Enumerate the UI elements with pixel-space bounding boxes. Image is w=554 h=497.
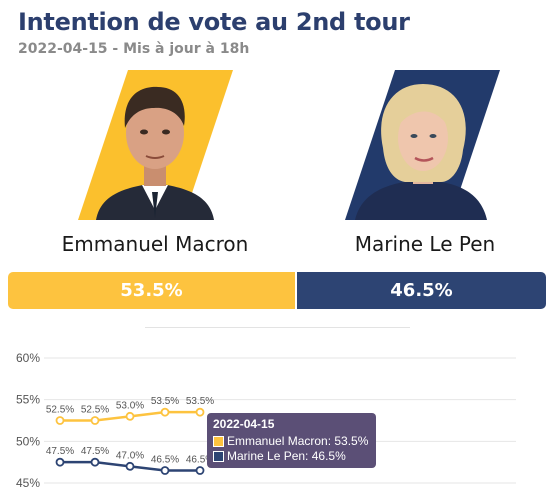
- macron-swatch: [213, 436, 224, 447]
- data-point: [195, 466, 205, 475]
- tooltip-row-macron: Emmanuel Macron: 53.5%: [213, 434, 370, 449]
- data-point: [125, 461, 135, 471]
- tooltip-date: 2022-04-15: [213, 417, 275, 431]
- tooltip-row-lepen: Marine Le Pen: 46.5%: [213, 449, 370, 464]
- update-subtitle: 2022-04-15 - Mis à jour à 18h: [18, 41, 250, 57]
- lepen-swatch: [213, 451, 224, 462]
- data-point: [195, 407, 205, 417]
- y-tick-label: 45%: [16, 476, 40, 490]
- data-point: [55, 457, 65, 467]
- data-point: [55, 416, 65, 425]
- tooltip-macron-text: Emmanuel Macron: 53.5%: [227, 434, 369, 448]
- data-point: [90, 457, 100, 467]
- data-label: 47.0%: [116, 450, 144, 461]
- data-label: 53.0%: [116, 400, 144, 411]
- lepen-share-bar: 46.5%: [297, 272, 546, 309]
- chart-tooltip: 2022-04-15 Emmanuel Macron: 53.5% Marine…: [207, 413, 376, 468]
- data-label: 52.5%: [81, 405, 109, 416]
- divider: [145, 327, 410, 328]
- y-tick-label: 60%: [16, 351, 40, 365]
- macron-portrait: [78, 70, 233, 220]
- data-point: [160, 407, 170, 417]
- y-tick-label: 55%: [16, 393, 40, 407]
- lepen-portrait: [345, 70, 500, 220]
- lepen-name: Marine Le Pen: [354, 232, 496, 256]
- y-tick-label: 50%: [16, 434, 40, 448]
- data-label: 47.5%: [46, 446, 74, 457]
- data-label: 52.5%: [46, 405, 74, 416]
- data-label: 53.5%: [151, 396, 179, 407]
- data-label: 46.5%: [186, 455, 214, 466]
- data-label: 46.5%: [151, 455, 179, 466]
- tooltip-lepen-text: Marine Le Pen: 46.5%: [227, 449, 346, 463]
- data-label: 47.5%: [81, 446, 109, 457]
- data-point: [160, 466, 170, 475]
- trend-line-chart: 60% 55% 50% 45% 52.5% 52.5% 53.0% 53.5% 53.5% 47.…: [16, 351, 516, 490]
- data-point: [90, 416, 100, 425]
- page-title: Intention de vote au 2nd tour: [18, 8, 410, 36]
- macron-name: Emmanuel Macron: [61, 232, 249, 256]
- macron-share-bar: 53.5%: [8, 272, 295, 309]
- data-point: [125, 411, 135, 421]
- data-label: 53.5%: [186, 396, 214, 407]
